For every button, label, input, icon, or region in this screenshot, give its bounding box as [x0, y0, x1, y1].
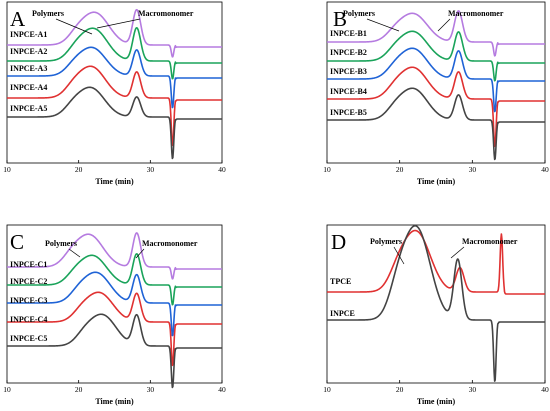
series-label-INPCE-C2: INPCE-C2	[10, 277, 47, 286]
annotation-macromonomer: Macromonomer	[138, 9, 194, 18]
plot-frame	[6, 1, 223, 164]
panel-A: A 10 20 30 40 Time (min) INPCE-A1 INPCE-A2 INPCE…	[3, 1, 226, 186]
series-label-INPCE-C5: INPCE-C5	[10, 334, 47, 343]
panel-C: C 10 20 30 40 Time (min) INPCE-C1 INPCE-C2 INPCE…	[3, 224, 226, 406]
series-label-INPCE-C3: INPCE-C3	[10, 296, 47, 305]
annotation-arrow	[450, 246, 465, 259]
plot-frame	[6, 224, 223, 384]
annotation-polymers: Polymers	[32, 9, 64, 18]
x-tick-label: 10	[3, 385, 11, 394]
series-label-INPCE-B1: INPCE-B1	[330, 29, 367, 38]
series-line-INPCE-A3	[6, 46, 223, 109]
plot-frame	[326, 224, 546, 384]
plot-frame	[326, 1, 546, 164]
x-tick-label: 30	[469, 385, 477, 394]
series-line-INPCE-C2	[6, 253, 223, 306]
series-label-INPCE-A5: INPCE-A5	[10, 104, 47, 113]
series-label-INPCE-A2: INPCE-A2	[10, 47, 47, 56]
x-tick-label: 40	[218, 385, 226, 394]
panel-letter: D	[331, 230, 346, 254]
series-line-INPCE-A1	[6, 8, 223, 58]
panel-letter: A	[10, 7, 26, 31]
panel-letter: B	[333, 7, 347, 31]
series-line-INPCE-B2	[326, 30, 546, 82]
x-tick-label: 20	[75, 165, 83, 174]
annotation-arrow	[55, 18, 93, 35]
annotation-arrow	[96, 18, 141, 29]
x-axis-title: Time (min)	[95, 397, 134, 406]
series-line-INPCE-A5	[6, 86, 223, 160]
series-line-INPCE	[326, 224, 546, 382]
panel-D: D 10 20 30 40 Time (min) TPCE INPCE Polymers Macr…	[323, 224, 549, 406]
series-line-INPCE-B1	[326, 10, 546, 57]
x-axis-title: Time (min)	[95, 177, 134, 186]
series-label-INPCE-C1: INPCE-C1	[10, 260, 47, 269]
x-tick-label: 30	[147, 385, 155, 394]
series-label-INPCE-B5: INPCE-B5	[330, 108, 367, 117]
series-line-INPCE-C5	[6, 313, 223, 389]
x-tick-label: 10	[323, 385, 331, 394]
series-line-INPCE-B3	[326, 47, 546, 113]
annotation-macromonomer: Macromonomer	[448, 9, 504, 18]
series-line-INPCE-A4	[6, 65, 223, 147]
annotation-macromonomer: Macromonomer	[462, 237, 518, 246]
series-label-INPCE-A4: INPCE-A4	[10, 83, 47, 92]
panel-B: B 10 20 30 40 Time (min) INPCE-B1 INPCE-B2 INPCE…	[323, 1, 549, 186]
annotation-arrow	[366, 18, 400, 32]
x-tick-label: 30	[147, 165, 155, 174]
series-label-INPCE-A3: INPCE-A3	[10, 64, 47, 73]
panel-letter: C	[10, 230, 24, 254]
x-axis-title: Time (min)	[417, 397, 456, 406]
annotation-arrow	[135, 248, 145, 259]
x-tick-label: 10	[3, 165, 11, 174]
x-tick-label: 20	[396, 165, 404, 174]
series-line-INPCE-C1	[6, 232, 223, 280]
series-line-TPCE	[326, 229, 546, 295]
annotation-arrow	[437, 18, 451, 32]
x-tick-label: 10	[323, 165, 331, 174]
annotation-arrow	[393, 246, 405, 265]
series-line-INPCE-B5	[326, 87, 546, 161]
series-line-INPCE-C4	[6, 291, 223, 367]
x-tick-label: 30	[469, 165, 477, 174]
series-label-TPCE: TPCE	[330, 277, 351, 286]
x-axis-title: Time (min)	[417, 177, 456, 186]
series-label-INPCE-A1: INPCE-A1	[10, 30, 47, 39]
series-label-INPCE-B2: INPCE-B2	[330, 48, 367, 57]
series-label-INPCE: INPCE	[330, 309, 355, 318]
series-label-INPCE-C4: INPCE-C4	[10, 315, 47, 324]
x-tick-label: 40	[218, 165, 226, 174]
annotation-polymers: Polymers	[370, 237, 402, 246]
annotation-macromonomer: Macromonomer	[142, 239, 198, 248]
series-line-INPCE-C3	[6, 271, 223, 337]
x-tick-label: 40	[541, 385, 549, 394]
annotation-arrow	[68, 248, 81, 258]
annotation-polymers: Polymers	[45, 239, 77, 248]
x-tick-label: 20	[75, 385, 83, 394]
series-label-INPCE-B4: INPCE-B4	[330, 87, 367, 96]
x-tick-label: 40	[541, 165, 549, 174]
annotation-polymers: Polymers	[343, 9, 375, 18]
series-line-INPCE-B4	[326, 66, 546, 148]
series-label-INPCE-B3: INPCE-B3	[330, 67, 367, 76]
series-line-INPCE-A2	[6, 27, 223, 80]
x-tick-label: 20	[396, 385, 404, 394]
